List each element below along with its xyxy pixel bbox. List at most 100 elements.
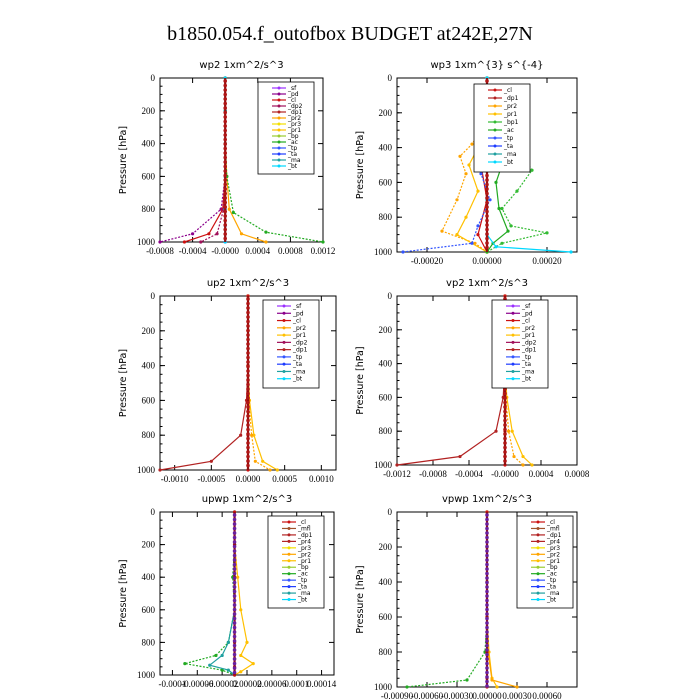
zero-line-marker bbox=[223, 110, 227, 115]
series-line-ac bbox=[184, 512, 236, 676]
x-tick-label: 0.0010 bbox=[309, 474, 334, 484]
x-tick-label: -0.0004 bbox=[179, 246, 207, 256]
zero-line-marker bbox=[232, 544, 237, 549]
panel-title: upwp 1xm^2/s^3 bbox=[202, 494, 292, 505]
x-tick-label: -0.00060 bbox=[411, 691, 444, 700]
zero-line-marker bbox=[246, 396, 250, 400]
legend-marker-tp bbox=[287, 578, 291, 582]
legend-label: _ma bbox=[546, 590, 560, 597]
y-tick-label: 400 bbox=[142, 361, 156, 371]
legend-marker-pr4 bbox=[536, 539, 540, 543]
data-point-pr1 bbox=[239, 608, 243, 612]
legend-marker-ma bbox=[536, 591, 540, 595]
zero-line-marker bbox=[223, 137, 227, 142]
data-point-ac bbox=[220, 668, 224, 672]
zero-line-marker bbox=[223, 79, 227, 83]
series-line-dp1 bbox=[396, 296, 506, 466]
zero-line-marker bbox=[232, 607, 237, 612]
data-point-pr1 bbox=[530, 463, 534, 467]
legend-label: _tp bbox=[521, 354, 531, 361]
x-tick-label: 0.00000 bbox=[472, 256, 502, 266]
legend-marker-sf bbox=[277, 86, 281, 90]
legend-label: _bp bbox=[297, 564, 309, 571]
x-tick-label: 0.00014 bbox=[307, 679, 337, 689]
legend-box bbox=[267, 515, 325, 609]
zero-line-marker bbox=[485, 643, 489, 648]
legend-marker-dp2 bbox=[282, 340, 286, 344]
zero-line-marker bbox=[485, 562, 489, 567]
legend-label: _dp2 bbox=[292, 339, 308, 346]
y-tick-label: 200 bbox=[142, 540, 156, 550]
y-tick-label: 0 bbox=[151, 507, 156, 517]
legend-marker-pr2 bbox=[282, 326, 286, 330]
zero-line-marker bbox=[232, 558, 237, 562]
y-tick-label: 1000 bbox=[137, 465, 156, 475]
zero-line-marker bbox=[485, 79, 489, 83]
zero-line-marker bbox=[232, 634, 237, 639]
legend-label: _pr4 bbox=[297, 538, 311, 545]
data-point-bt bbox=[569, 250, 573, 254]
zero-line-marker bbox=[246, 310, 250, 315]
legend-marker-ta bbox=[536, 585, 540, 589]
legend-label: _ma bbox=[287, 157, 301, 164]
zero-line-marker bbox=[223, 92, 227, 97]
zero-line-marker bbox=[485, 639, 489, 643]
zero-line-marker bbox=[232, 594, 237, 598]
zero-line-marker bbox=[485, 634, 489, 639]
zero-line-marker bbox=[485, 218, 489, 223]
x-tick-label: 0.0008 bbox=[565, 469, 590, 479]
zero-line-marker bbox=[485, 540, 489, 544]
legend-marker-dp1 bbox=[511, 348, 515, 352]
y-tick-label: 0 bbox=[151, 73, 156, 83]
legend: _sf_pd_cl_pr2_pr1_dp2_dp1_tp_ta_ma_bt bbox=[491, 299, 549, 389]
zero-line-marker bbox=[485, 684, 489, 688]
zero-line-marker bbox=[232, 535, 237, 540]
series-line-ac bbox=[406, 512, 488, 688]
zero-line-marker bbox=[503, 441, 507, 445]
zero-line-marker bbox=[503, 459, 507, 463]
legend-marker-pr2 bbox=[536, 552, 540, 556]
zero-line-marker bbox=[485, 522, 489, 526]
zero-line-marker bbox=[485, 200, 489, 205]
legend-marker-ac bbox=[493, 128, 497, 132]
zero-line-marker bbox=[246, 391, 250, 396]
legend-label: _dp1 bbox=[546, 532, 562, 539]
legend-label: _ma bbox=[297, 590, 311, 597]
x-tick-label: 0.0008 bbox=[278, 246, 303, 256]
legend-label: _ta bbox=[503, 143, 513, 150]
y-tick-label: 400 bbox=[142, 139, 156, 149]
legend-marker-dp1 bbox=[493, 96, 497, 100]
data-point-pr2 bbox=[512, 454, 516, 459]
data-point-cl bbox=[207, 232, 211, 236]
zero-line-marker bbox=[232, 576, 237, 580]
legend-label: _pr2 bbox=[292, 325, 306, 332]
legend-marker-dp1 bbox=[536, 533, 540, 537]
legend-marker-pr3 bbox=[277, 122, 281, 126]
legend-label: _pr2 bbox=[297, 551, 311, 558]
x-tick-label: -0.0004 bbox=[455, 469, 483, 479]
data-point-pr1 bbox=[476, 189, 480, 193]
zero-line-marker bbox=[246, 301, 250, 306]
legend-label: _sf bbox=[521, 303, 531, 310]
zero-line-marker bbox=[246, 432, 250, 436]
zero-line-marker bbox=[232, 517, 237, 522]
legend-box bbox=[491, 299, 549, 389]
data-point-pr2 bbox=[250, 433, 254, 437]
x-tick-label: -0.00030 bbox=[441, 691, 474, 700]
data-point-pr2 bbox=[253, 459, 257, 463]
series-line-ma bbox=[208, 512, 236, 676]
zero-line-marker bbox=[223, 232, 227, 236]
y-tick-label: 400 bbox=[142, 572, 156, 582]
zero-line-marker bbox=[232, 639, 237, 643]
legend-marker-bp bbox=[536, 565, 540, 569]
data-point-bp1 bbox=[545, 231, 549, 235]
zero-line-marker bbox=[232, 661, 237, 666]
legend-marker-ma bbox=[493, 152, 497, 156]
data-point-ma bbox=[208, 663, 212, 667]
y-tick-label: 1000 bbox=[137, 237, 156, 247]
y-axis-label: Pressure [hPa] bbox=[355, 131, 366, 199]
legend-marker-cl bbox=[277, 98, 281, 102]
legend-label: _pr3 bbox=[546, 545, 560, 552]
data-point-pr1 bbox=[251, 661, 255, 666]
legend-marker-pr1 bbox=[536, 559, 540, 563]
